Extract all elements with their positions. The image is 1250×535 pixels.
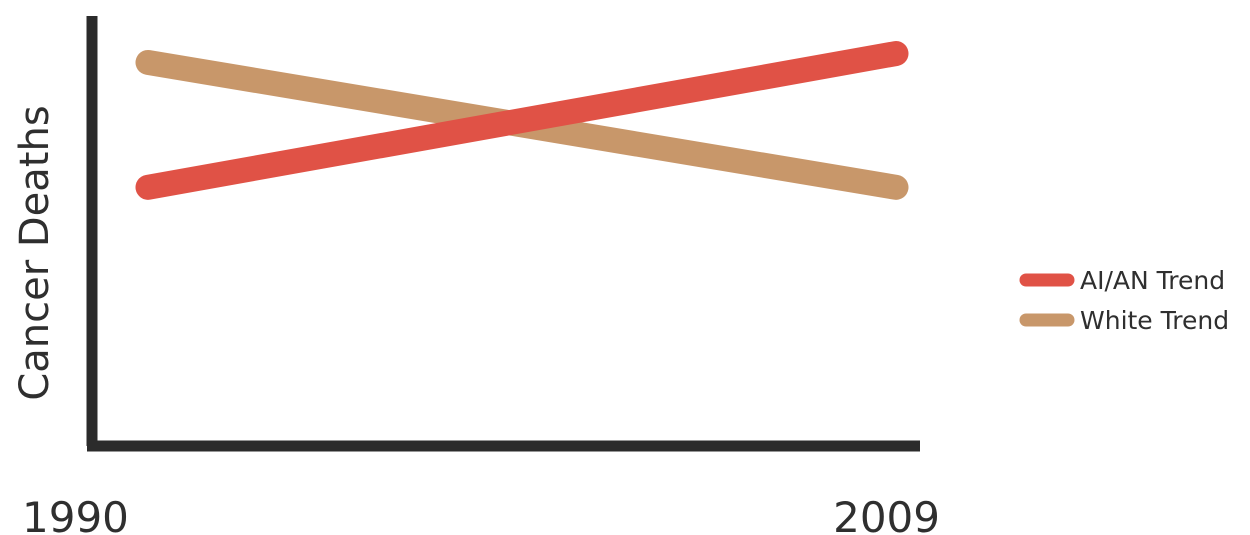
legend: AI/AN Trend White Trend (1019, 266, 1229, 335)
legend-item-white: White Trend (1019, 306, 1229, 335)
series-layer (135, 41, 909, 200)
legend-label-ai-an: AI/AN Trend (1080, 266, 1225, 295)
legend-item-ai-an: AI/AN Trend (1019, 266, 1225, 295)
x-tick-label-end: 2009 (833, 493, 940, 535)
legend-label-white: White Trend (1080, 306, 1229, 335)
x-tick-label-start: 1990 (22, 493, 129, 535)
y-axis-label: Cancer Deaths (12, 105, 58, 400)
series-line-ai-an (135, 41, 909, 200)
axes (86, 16, 920, 452)
